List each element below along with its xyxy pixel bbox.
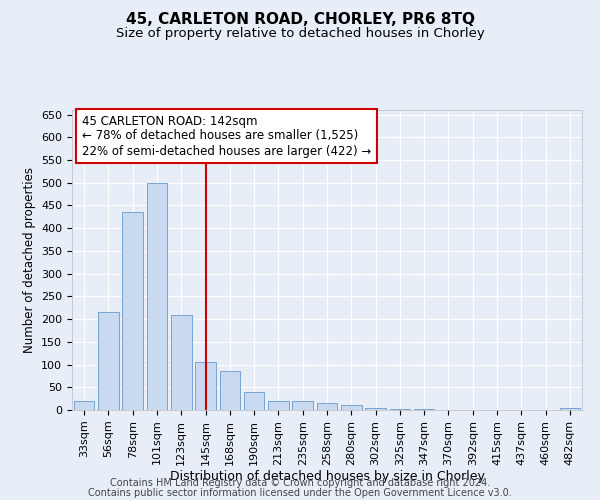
Bar	[220, 372, 240, 410]
Bar	[341, 406, 362, 410]
Y-axis label: Number of detached properties: Number of detached properties	[23, 167, 35, 353]
Text: 45 CARLETON ROAD: 142sqm
← 78% of detached houses are smaller (1,525)
22% of sem: 45 CARLETON ROAD: 142sqm ← 78% of detach…	[82, 114, 371, 158]
Bar	[195, 362, 216, 410]
Bar	[244, 392, 265, 410]
Text: 45, CARLETON ROAD, CHORLEY, PR6 8TQ: 45, CARLETON ROAD, CHORLEY, PR6 8TQ	[125, 12, 475, 28]
Bar	[389, 408, 410, 410]
X-axis label: Distribution of detached houses by size in Chorley: Distribution of detached houses by size …	[170, 470, 484, 484]
Text: Contains HM Land Registry data © Crown copyright and database right 2024.: Contains HM Land Registry data © Crown c…	[110, 478, 490, 488]
Bar	[560, 408, 580, 410]
Bar	[317, 403, 337, 410]
Bar	[414, 409, 434, 410]
Bar	[146, 182, 167, 410]
Bar	[292, 401, 313, 410]
Text: Contains public sector information licensed under the Open Government Licence v3: Contains public sector information licen…	[88, 488, 512, 498]
Bar	[122, 212, 143, 410]
Bar	[365, 408, 386, 410]
Bar	[98, 312, 119, 410]
Bar	[171, 314, 191, 410]
Text: Size of property relative to detached houses in Chorley: Size of property relative to detached ho…	[116, 28, 484, 40]
Bar	[268, 401, 289, 410]
Bar	[74, 401, 94, 410]
